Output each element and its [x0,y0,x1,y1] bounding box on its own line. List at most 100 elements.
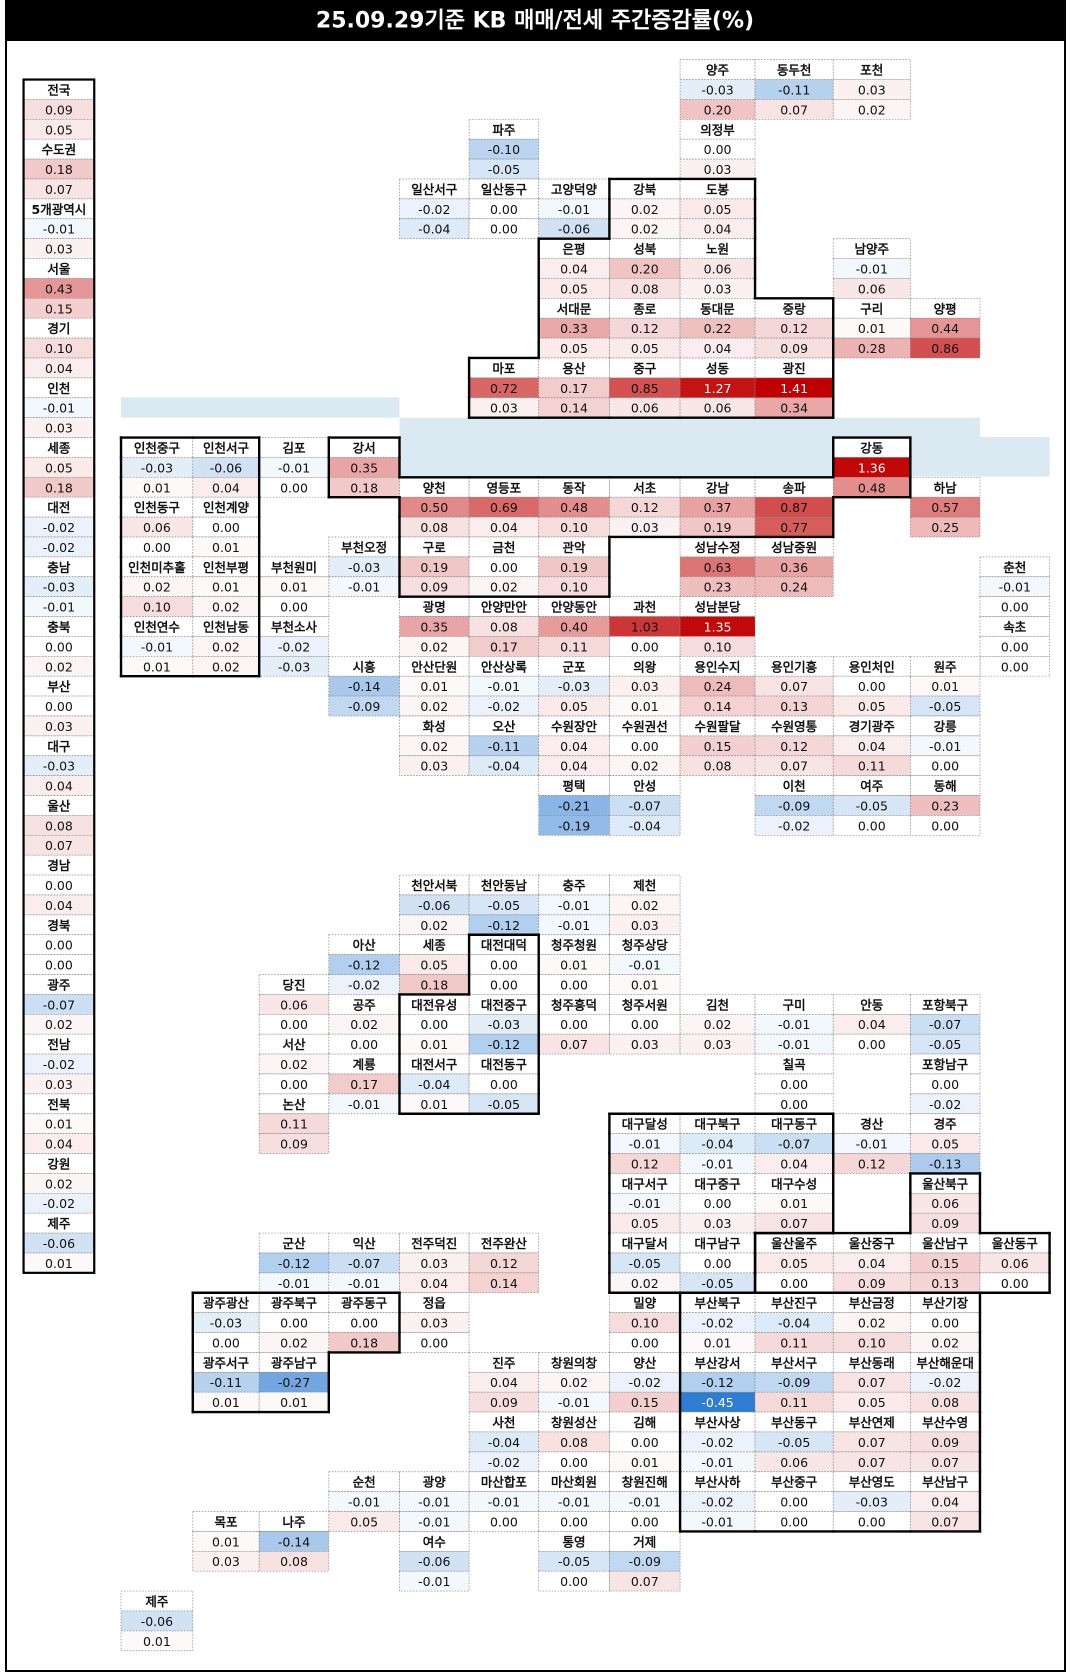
rate-value: -0.01 [701,1455,733,1470]
rate-value: -0.02 [43,540,75,555]
name-cell [609,1531,681,1552]
value-cell [328,1252,400,1274]
value-cell [399,755,470,776]
river-layer [121,397,1050,477]
rate-value: 0.01 [704,1335,732,1350]
rate-value: 0.06 [704,261,732,276]
rate-value: 0.01 [631,1455,659,1470]
rate-value: 0.18 [350,480,378,495]
rate-value: 0.01 [420,679,448,694]
rate-value: 0.05 [45,122,73,137]
value-cell [538,815,610,836]
rate-value: 0.05 [631,341,659,356]
value-cell [609,914,681,936]
rate-value: -0.09 [348,699,380,714]
rate-value: 0.01 [631,699,659,714]
rate-value: 0.00 [490,1077,518,1092]
region-name: 부산 [47,679,71,694]
rate-value: -0.09 [778,798,810,813]
region-name: 마산합포 [481,1475,528,1490]
region-name: 과천 [633,600,656,615]
region-name: 충주 [563,878,587,893]
value-cell [328,695,400,717]
value-cell [909,1033,981,1055]
value-cell [909,815,981,836]
rate-value: 0.07 [931,1455,959,1470]
rate-value: 0.02 [631,759,659,774]
region-name: 군산 [282,1236,306,1251]
rate-value: 0.04 [858,739,886,754]
rate-value: 0.04 [858,1017,886,1032]
region-name: 경기광주 [849,719,896,734]
region-name: 포항북구 [922,997,969,1012]
value-cell [538,1431,610,1453]
rate-value: 0.02 [350,1017,378,1032]
region-name: 마산회원 [551,1475,597,1490]
region-name: 충북 [47,619,71,634]
region-name: 의정부 [700,122,735,137]
rate-value: 0.18 [420,977,448,992]
region-name: 여주 [860,779,884,794]
region-name: 인천동구 [134,500,181,515]
rate-value: 0.20 [631,261,659,276]
region-name: 경남 [47,858,71,873]
rate-value: 0.03 [420,759,448,774]
rate-value: 0.00 [631,639,659,654]
region-name: 동두천 [777,63,812,78]
rate-value: -0.05 [488,898,520,913]
rate-value: 0.00 [490,1514,518,1529]
value-cell [468,1511,540,1532]
value-cell [609,954,681,975]
rate-value: -0.01 [558,202,590,217]
rate-value: 0.02 [560,1375,588,1390]
value-cell [609,1491,681,1512]
region-name: 성남수정 [695,540,741,555]
rate-value: 0.03 [631,918,659,933]
rate-value: -0.14 [348,679,380,694]
name-cell [538,596,610,617]
rate-value: 0.01 [143,480,171,495]
name-cell [609,297,681,319]
value-cell [609,278,681,299]
region-name: 김천 [706,997,729,1012]
rate-value: 0.18 [45,162,73,177]
rate-value: -0.03 [141,460,173,475]
rate-value: 0.08 [280,1554,308,1569]
rate-value: 0.05 [631,1216,659,1231]
region-name: 통영 [563,1534,586,1549]
rate-value: 0.24 [704,679,732,694]
rate-value: -0.02 [43,1057,75,1072]
rate-value: 0.15 [704,739,732,754]
region-name: 원주 [934,659,958,674]
rate-value: -0.01 [278,1276,310,1291]
rate-value: 0.50 [420,500,448,515]
rate-value: 0.03 [490,401,518,416]
rate-value: -0.01 [558,1395,590,1410]
rate-value: 0.07 [560,1037,588,1052]
rate-value: 0.04 [780,1156,808,1171]
region-name: 광양 [423,1475,447,1490]
rate-value: -0.03 [43,580,75,595]
rate-value: 0.06 [280,997,308,1012]
rate-value: 0.11 [858,759,886,774]
region-name: 부산동래 [849,1355,895,1370]
region-name: 인천계양 [203,500,250,515]
value-cell [609,1451,681,1473]
region-name: 울산 [47,798,71,813]
region-name: 수원권선 [622,719,668,734]
region-name: 정읍 [423,1296,447,1311]
region-name: 천안서북 [411,878,458,893]
value-cell [609,1511,681,1532]
rate-value: 0.03 [704,1037,732,1052]
value-cell [538,695,610,717]
rate-value: 0.06 [704,401,732,416]
rate-value: 0.08 [490,619,518,634]
rate-value: 0.25 [931,520,959,535]
rate-value: 0.00 [490,202,518,217]
rate-value: 0.00 [631,1017,659,1032]
rate-value: 0.01 [858,321,886,336]
value-cell [538,1491,610,1512]
name-cell [609,476,681,498]
value-cell [538,616,610,637]
region-name: 양산 [633,1355,657,1370]
